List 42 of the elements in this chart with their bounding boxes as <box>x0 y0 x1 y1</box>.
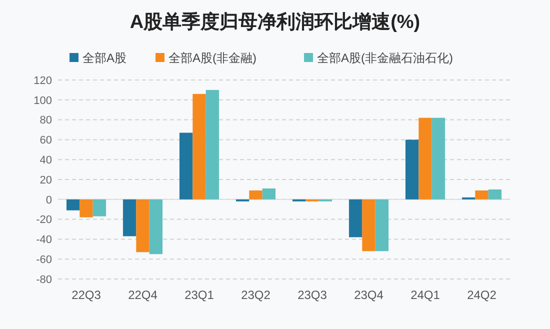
bar <box>418 118 432 200</box>
x-tick-label: 23Q1 <box>184 288 214 302</box>
legend-label: 全部A股(非金融石油石化) <box>317 51 453 65</box>
x-tick-label: 22Q3 <box>72 288 102 302</box>
bar <box>475 190 488 200</box>
bar <box>405 140 419 200</box>
bar <box>362 199 376 252</box>
bar <box>179 132 193 200</box>
x-tick-label: 24Q2 <box>467 288 497 302</box>
x-tick-label: 23Q2 <box>241 288 271 302</box>
bar <box>149 199 163 254</box>
bar <box>249 190 262 200</box>
x-tick-label: 24Q1 <box>410 288 440 302</box>
bar <box>192 94 206 200</box>
chart-title: A股单季度归母净利润环比增速(%) <box>130 11 420 33</box>
legend-label: 全部A股(非金融) <box>168 51 256 65</box>
legend-label: 全部A股 <box>82 51 127 65</box>
bar <box>80 199 93 218</box>
y-tick-label: 20 <box>40 174 52 186</box>
bar <box>432 118 446 200</box>
y-tick-label: -20 <box>36 214 52 226</box>
bar <box>122 199 136 236</box>
x-tick-label: 23Q3 <box>298 288 328 302</box>
y-tick-label: 120 <box>34 74 52 87</box>
x-tick-label: 22Q4 <box>128 288 158 302</box>
y-tick-label: 100 <box>34 94 52 107</box>
y-tick-label: 60 <box>40 134 52 147</box>
bar <box>348 199 362 238</box>
y-tick-label: 80 <box>40 114 52 127</box>
bar <box>488 189 502 200</box>
y-tick-label: -80 <box>36 274 52 286</box>
bar <box>206 90 220 200</box>
bar <box>92 199 106 216</box>
x-tick-label: 23Q4 <box>354 288 384 302</box>
y-tick-label: 0 <box>46 194 52 206</box>
bar <box>66 199 80 210</box>
y-tick-label: 40 <box>40 154 52 166</box>
bar <box>262 188 276 200</box>
bar <box>375 199 389 252</box>
y-tick-label: -40 <box>36 234 52 246</box>
bar <box>136 199 150 252</box>
y-tick-label: -60 <box>36 254 52 266</box>
